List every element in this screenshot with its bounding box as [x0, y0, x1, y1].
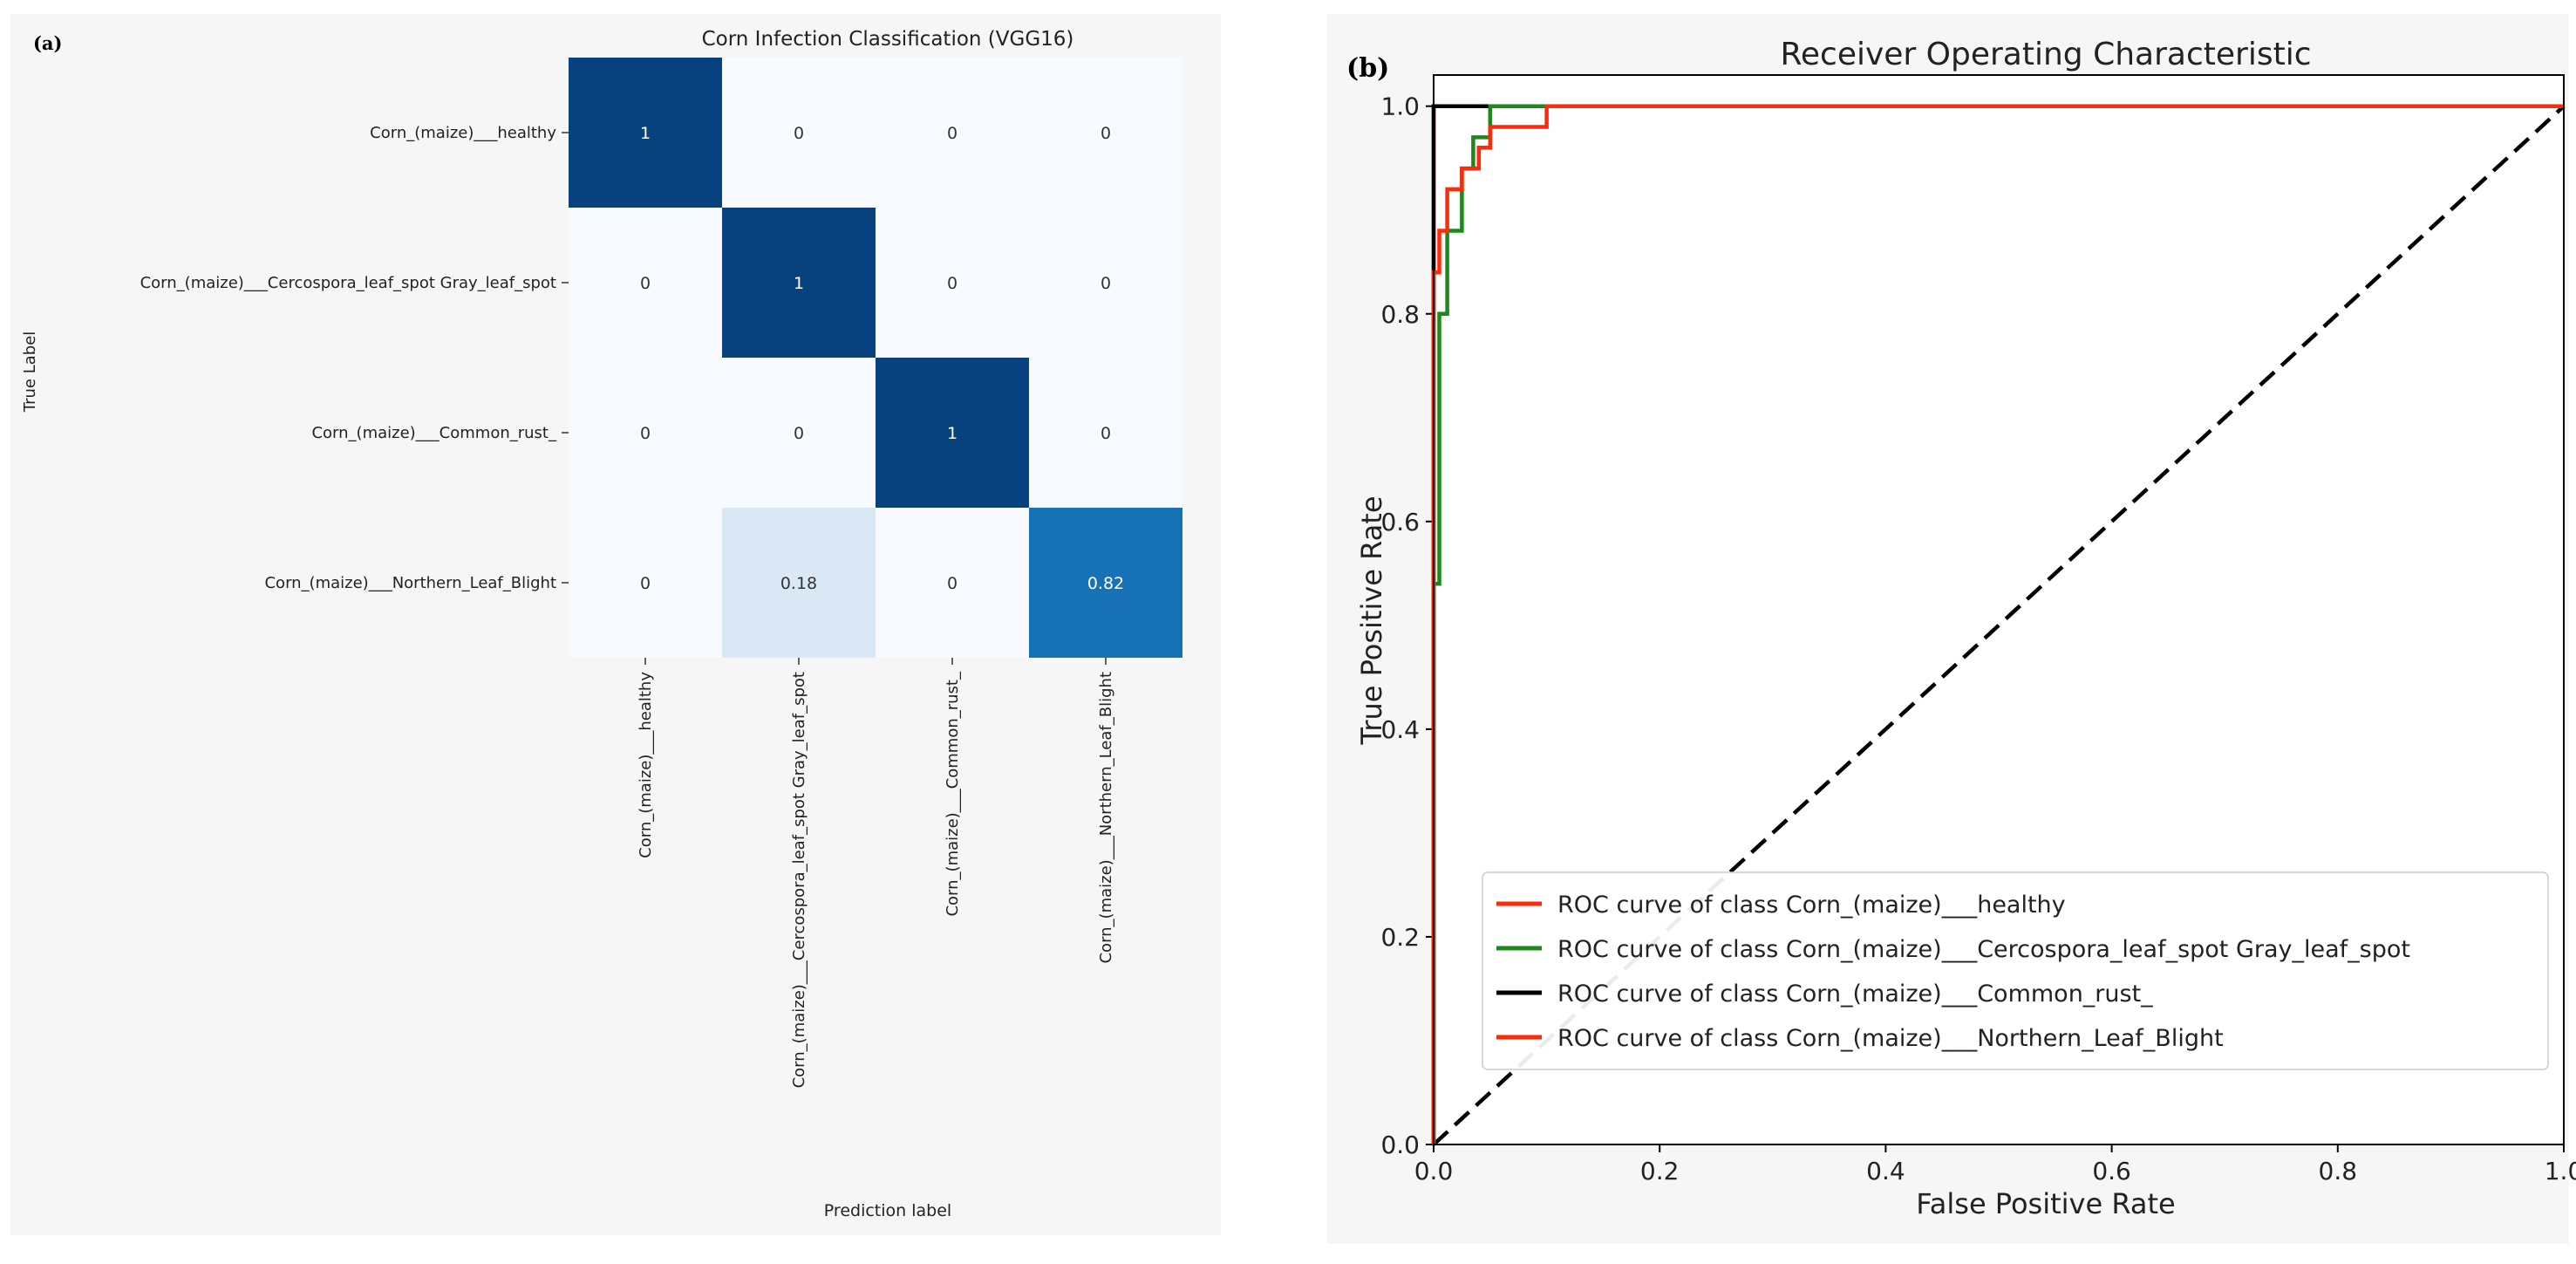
roc-x-tick-label: 1.0: [2545, 1157, 2576, 1185]
heatmap-cell: [569, 58, 722, 208]
roc-y-tick-label: 1.0: [1380, 92, 1420, 121]
heatmap-cell: [569, 208, 722, 358]
roc-curve-line: [1431, 104, 2564, 1144]
roc-y-tick-label: 0.8: [1380, 300, 1420, 329]
roc-diagonal-line: [1432, 105, 2566, 1146]
heatmap-row-label: Corn_(maize)___Northern_Leaf_Blight: [264, 574, 556, 592]
roc-legend-label: ROC curve of class Corn_(maize)___Common…: [1557, 980, 2153, 1008]
heatmap-cell-value: 0: [1101, 274, 1111, 293]
heatmap-col-label: Corn_(maize)___Cercospora_leaf_spot Gray…: [790, 672, 808, 1088]
heatmap-cell-value: 1: [640, 124, 651, 143]
heatmap-cell: [1029, 58, 1182, 208]
heatmap-cell: [876, 208, 1029, 358]
roc-plot-frame: [1433, 74, 2565, 1145]
heatmap-row-label: Corn_(maize)___Cercospora_leaf_spot Gray…: [140, 274, 556, 292]
panel-b-letter: (b): [1346, 53, 1389, 84]
roc-x-tick-label: 0.2: [1640, 1157, 1680, 1185]
roc-legend-box: [1482, 871, 2549, 1070]
heatmap-cell: [1029, 358, 1182, 508]
heatmap-cell-value: 0: [947, 574, 957, 593]
heatmap-cell: [569, 508, 722, 658]
roc-y-tick-label: 0.6: [1380, 508, 1420, 536]
heatmap-cell-value: 0: [947, 124, 957, 143]
heatmap-cell-value: 0.82: [1087, 574, 1124, 593]
roc-legend: ROC curve of class Corn_(maize)___health…: [1482, 871, 2549, 1070]
heatmap-cell-value: 0: [640, 274, 651, 293]
roc-x-tick-label: 0.6: [2092, 1157, 2131, 1185]
heatmap-cell: [722, 358, 876, 508]
heatmap-cell: [876, 58, 1029, 208]
heatmap-cell-value: 0.18: [780, 574, 817, 593]
roc-y-tick-label: 0.4: [1380, 715, 1420, 744]
heatmap-cell: [722, 208, 876, 358]
roc-y-tick-label: 0.0: [1380, 1131, 1420, 1159]
heatmap-cell: [876, 358, 1029, 508]
panel-a-letter: (a): [33, 32, 62, 54]
heatmap-cell: [1029, 508, 1182, 658]
heatmap-cell: [722, 508, 876, 658]
roc-x-tick-label: 0.4: [1866, 1157, 1905, 1185]
roc-legend-label: ROC curve of class Corn_(maize)___Northe…: [1557, 1025, 2224, 1052]
heatmap-cell: [876, 508, 1029, 658]
confusion-matrix-chart: (a) Corn Infection Classification (VGG16…: [21, 28, 1182, 1220]
heatmap-cell-value: 0: [794, 424, 804, 443]
heatmap-col-label: Corn_(maize)___healthy: [637, 672, 655, 858]
heatmap-col-label: Corn_(maize)___Northern_Leaf_Blight: [1097, 672, 1115, 964]
heatmap-xlabel: Prediction label: [824, 1201, 951, 1220]
heatmap-ylabel: True Label: [21, 331, 39, 413]
roc-legend-label: ROC curve of class Corn_(maize)___health…: [1557, 892, 2066, 919]
heatmap-cell-value: 0: [640, 424, 651, 443]
roc-y-tick-label: 0.2: [1380, 923, 1420, 952]
heatmap-cell: [569, 358, 722, 508]
panel-b: (b) Receiver Operating Characteristic Tr…: [1327, 14, 2576, 1244]
heatmap-title: Corn Infection Classification (VGG16): [702, 28, 1074, 51]
roc-x-tick-label: 0.0: [1414, 1157, 1454, 1185]
heatmap-row-label: Corn_(maize)___healthy: [370, 124, 556, 142]
roc-x-tick-label: 0.8: [2319, 1157, 2358, 1185]
roc-xlabel: False Positive Rate: [1916, 1187, 2175, 1220]
heatmap-cell: [1029, 208, 1182, 358]
heatmap-cell-value: 1: [947, 424, 957, 443]
heatmap-col-label: Corn_(maize)___Common_rust_: [944, 671, 962, 917]
roc-chart: (b) Receiver Operating Characteristic Tr…: [1346, 37, 2576, 1220]
roc-title: Receiver Operating Characteristic: [1780, 37, 2311, 72]
heatmap-cell: [722, 58, 876, 208]
heatmap-cell-value: 0: [794, 124, 804, 143]
roc-legend-label: ROC curve of class Corn_(maize)___Cercos…: [1557, 936, 2410, 963]
heatmap-cell-value: 0: [640, 574, 651, 593]
roc-ylabel: True Positive Rate: [1355, 495, 1388, 745]
heatmap-cell-value: 0: [1101, 124, 1111, 143]
heatmap-row-label: Corn_(maize)___Common_rust_: [311, 424, 557, 442]
heatmap-cell-value: 0: [1101, 424, 1111, 443]
heatmap-cell-value: 0: [947, 274, 957, 293]
panel-a: (a) Corn Infection Classification (VGG16…: [10, 14, 1221, 1235]
heatmap-cell-value: 1: [794, 274, 804, 293]
